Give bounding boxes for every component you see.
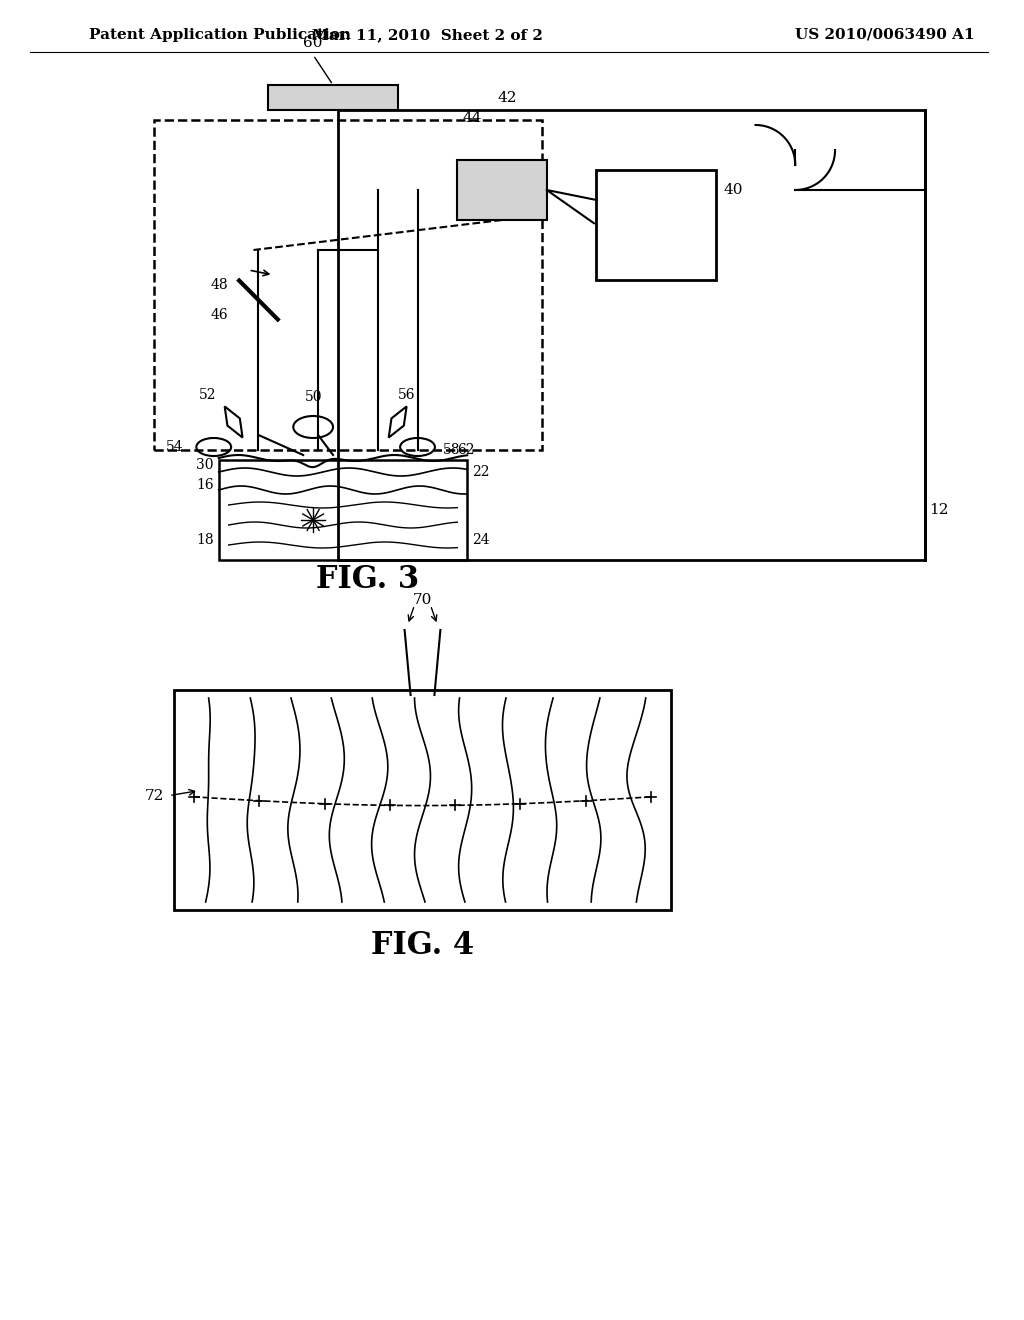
Bar <box>174 690 671 909</box>
Bar <box>154 120 542 450</box>
Text: 40: 40 <box>724 183 743 197</box>
Text: Patent Application Publication: Patent Application Publication <box>89 28 351 42</box>
Text: FIG. 4: FIG. 4 <box>371 929 474 961</box>
Text: 50: 50 <box>304 389 322 404</box>
Text: 46: 46 <box>211 308 228 322</box>
Bar <box>596 170 716 280</box>
Bar <box>268 84 397 110</box>
Text: 60: 60 <box>303 36 323 50</box>
Text: FIG. 3: FIG. 3 <box>316 565 420 595</box>
Text: 58: 58 <box>442 444 460 457</box>
Text: 16: 16 <box>197 478 214 492</box>
Bar <box>458 160 547 220</box>
Text: 54: 54 <box>166 440 184 454</box>
Text: 22: 22 <box>472 465 489 479</box>
Text: 42: 42 <box>498 91 517 106</box>
Text: US 2010/0063490 A1: US 2010/0063490 A1 <box>796 28 975 42</box>
Text: 62: 62 <box>458 444 475 457</box>
Text: 52: 52 <box>200 388 217 403</box>
Text: 18: 18 <box>197 533 214 546</box>
Bar <box>338 110 925 560</box>
Text: Mar. 11, 2010  Sheet 2 of 2: Mar. 11, 2010 Sheet 2 of 2 <box>312 28 543 42</box>
Text: 44: 44 <box>463 111 482 125</box>
Text: 12: 12 <box>930 503 949 517</box>
Text: 70: 70 <box>413 593 432 607</box>
Text: 56: 56 <box>397 388 415 403</box>
Text: 48: 48 <box>211 279 228 292</box>
Text: 30: 30 <box>197 458 214 473</box>
Text: 24: 24 <box>472 533 489 546</box>
Bar <box>219 459 467 560</box>
Text: 72: 72 <box>144 788 164 803</box>
